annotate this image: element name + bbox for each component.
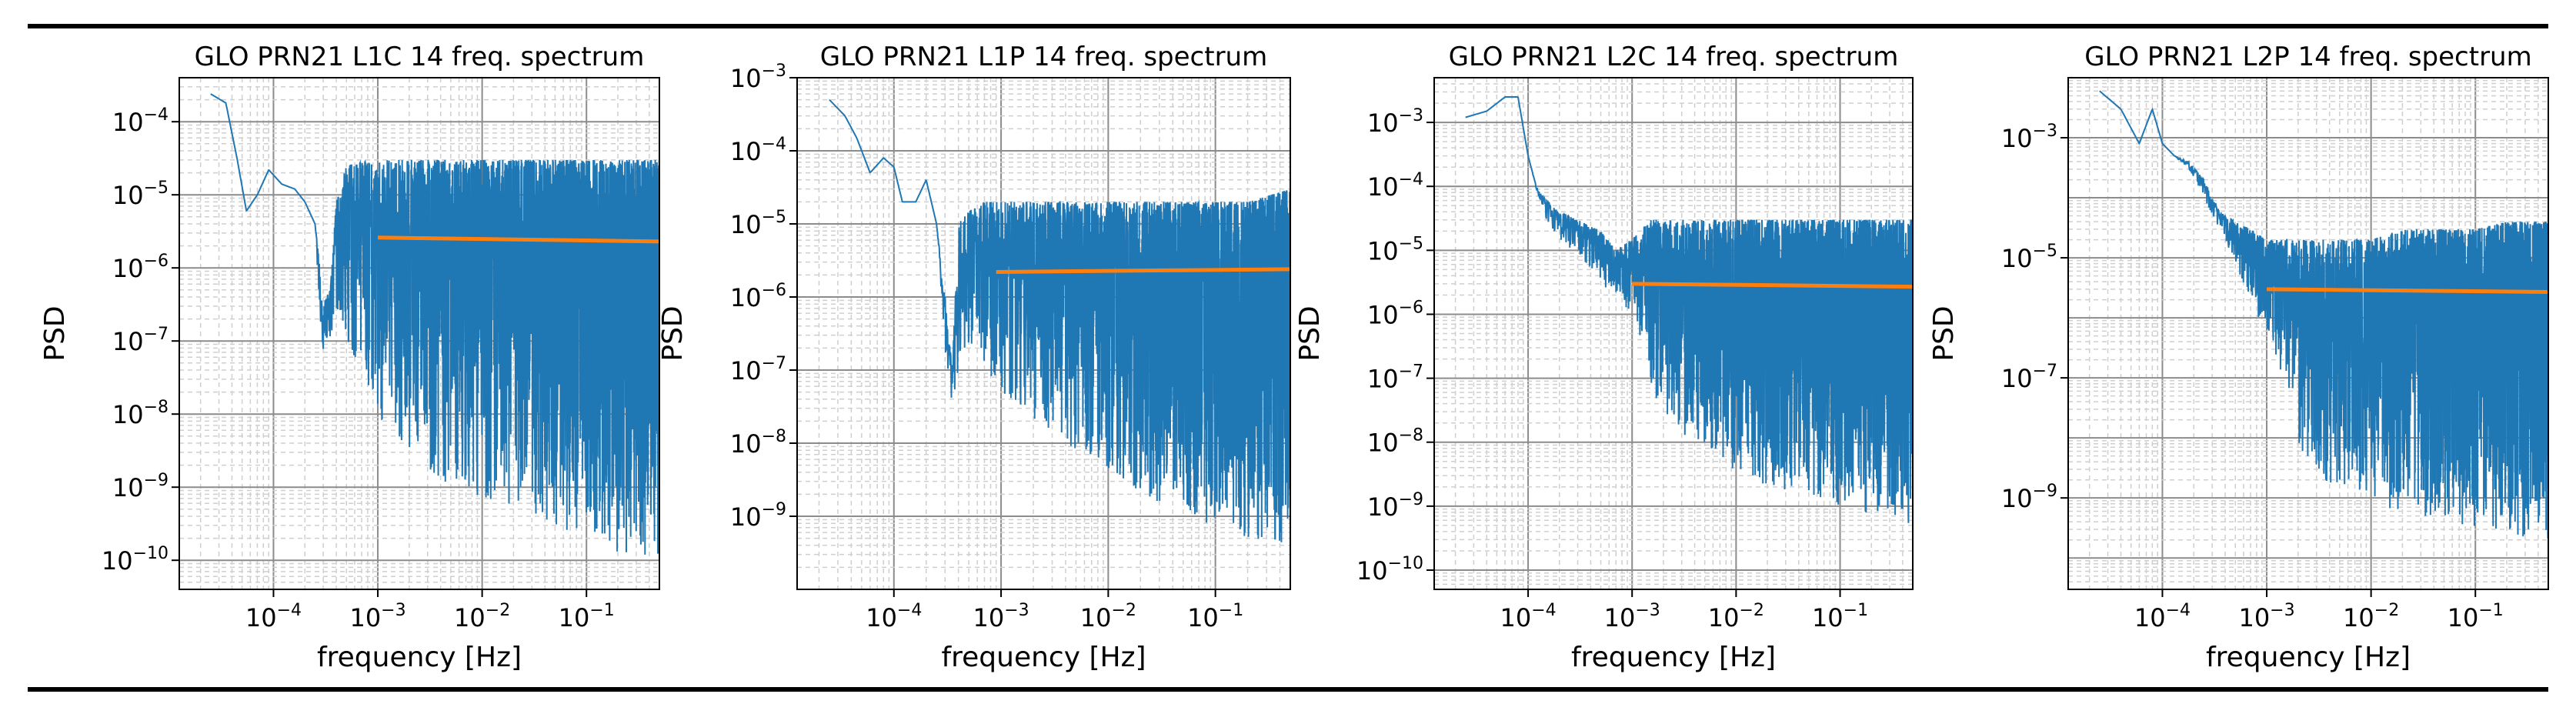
chart-panel-l2p: 10−4 10−3 10−2 10−1 10−9 10−7 10−5 10−3 GLO PRN2… — [1928, 42, 2549, 673]
x-tick-label: 10−1 — [1187, 601, 1243, 632]
x-tick-label: 10−1 — [1812, 601, 1868, 632]
axes-frame — [179, 77, 660, 590]
y-tick-label: 10−10 — [102, 544, 169, 576]
y-tick-label: 10−8 — [112, 398, 169, 429]
y-tick-label: 10−9 — [730, 500, 786, 532]
chart-panel-l1p: 10−4 10−3 10−2 10−1 10−9 10−8 10−7 10−6 10−5 10−4… — [657, 42, 1291, 673]
y-tick-label: 10−5 — [1367, 234, 1423, 265]
trend-line — [378, 235, 660, 244]
trend-line — [1632, 282, 1914, 289]
y-tick-label: 10−9 — [112, 471, 169, 502]
x-tick-label: 10−3 — [1604, 601, 1660, 632]
y-axis-label: PSD — [1928, 305, 1960, 361]
y-axis-label: PSD — [657, 305, 689, 361]
y-tick-label: 10−9 — [2001, 482, 2057, 513]
axes-frame — [796, 77, 1291, 590]
y-tick-label: 10−7 — [112, 325, 169, 356]
x-tick-label: 10−1 — [2448, 601, 2504, 632]
x-axis-label: frequency [Hz] — [2206, 642, 2411, 673]
y-tick-label: 10−3 — [730, 62, 786, 93]
y-tick-label: 10−5 — [112, 178, 169, 210]
y-tick-label: 10−8 — [1367, 426, 1423, 458]
y-tick-label: 10−9 — [1367, 490, 1423, 522]
chart-title: GLO PRN21 L1C 14 freq. spectrum — [195, 42, 645, 72]
axes-frame — [2067, 77, 2549, 590]
y-tick-label: 10−7 — [2001, 362, 2057, 393]
spectrum-line — [829, 98, 1291, 542]
trend-line — [2267, 287, 2549, 294]
x-axis-label: frequency [Hz] — [317, 642, 522, 673]
x-axis-label: frequency [Hz] — [941, 642, 1146, 673]
chart-title: GLO PRN21 L2P 14 freq. spectrum — [2084, 42, 2531, 72]
x-tick-label: 10−4 — [2134, 601, 2191, 632]
axes-frame — [1433, 77, 1914, 590]
x-tick-label: 10−1 — [559, 601, 615, 632]
y-tick-label: 10−3 — [1367, 106, 1423, 138]
spectrum-line — [1465, 96, 1914, 523]
y-tick-label: 10−4 — [1367, 170, 1423, 202]
chart-panel-l2c: 10−4 10−3 10−2 10−1 10−10 10−9 10−8 10−7 10−6 10−… — [1294, 42, 1914, 673]
x-tick-label: 10−2 — [1080, 601, 1136, 632]
x-tick-label: 10−2 — [1708, 601, 1764, 632]
x-tick-label: 10−2 — [454, 601, 510, 632]
spectrum-line — [210, 93, 660, 555]
y-tick-label: 10−6 — [730, 281, 786, 312]
chart-panel-l1c: 10−4 10−3 10−2 10−1 10−10 10−9 10−8 10−7 10−6 10−… — [39, 42, 660, 673]
y-tick-label: 10−3 — [2001, 122, 2057, 153]
y-tick-label: 10−7 — [730, 354, 786, 385]
x-tick-label: 10−4 — [245, 601, 302, 632]
y-tick-label: 10−4 — [112, 105, 169, 137]
chart-title: GLO PRN21 L1P 14 freq. spectrum — [820, 42, 1267, 72]
y-tick-label: 10−5 — [730, 208, 786, 239]
y-tick-label: 10−8 — [730, 427, 786, 459]
x-tick-label: 10−4 — [1500, 601, 1556, 632]
y-axis-label: PSD — [1294, 305, 1326, 361]
y-tick-label: 10−5 — [2001, 242, 2057, 273]
y-tick-label: 10−7 — [1367, 362, 1423, 394]
x-tick-label: 10−3 — [973, 601, 1029, 632]
x-tick-label: 10−2 — [2343, 601, 2399, 632]
y-tick-label: 10−6 — [112, 252, 169, 283]
y-axis-label: PSD — [39, 305, 71, 361]
chart-title: GLO PRN21 L2C 14 freq. spectrum — [1449, 42, 1899, 72]
trend-line — [996, 267, 1291, 274]
x-axis-label: frequency [Hz] — [1571, 642, 1776, 673]
x-tick-label: 10−3 — [2238, 601, 2294, 632]
y-tick-label: 10−6 — [1367, 298, 1423, 329]
x-tick-label: 10−4 — [866, 601, 922, 632]
y-tick-label: 10−4 — [730, 135, 786, 166]
y-tick-label: 10−10 — [1356, 554, 1423, 586]
x-tick-label: 10−3 — [349, 601, 405, 632]
